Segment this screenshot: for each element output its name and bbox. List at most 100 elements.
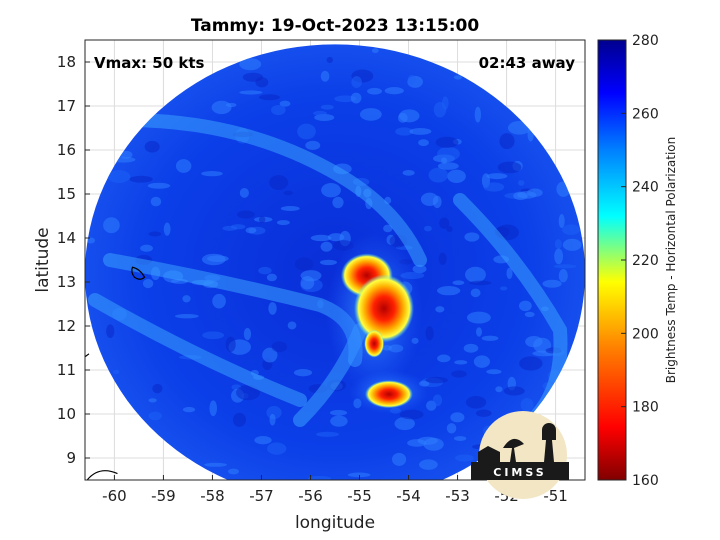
texture-speckle [148,411,162,421]
x-axis-label: longitude [295,513,375,533]
colorbar-tick-label: 240 [632,180,659,196]
logo-water-tower [542,430,556,462]
texture-speckle [476,327,483,337]
texture-speckle [520,398,534,412]
rainband [88,293,307,407]
x-tick-label: -60 [102,487,127,505]
texture-speckle [230,224,246,230]
texture-speckle [334,95,357,103]
texture-speckle [245,227,257,234]
texture-speckle [267,442,287,455]
texture-speckle [503,386,525,396]
texture-speckle [262,347,278,363]
texture-speckle [419,459,438,470]
texture-speckle [437,354,451,363]
texture-speckle [140,244,153,252]
texture-speckle [347,472,371,478]
logo-text: CIMSS [493,466,546,479]
texture-speckle [316,431,339,437]
logo-building [478,446,500,462]
texture-speckle [423,225,432,232]
logo-dish [503,438,524,462]
texture-speckle [438,252,447,265]
x-axis-ticks: -60 -59 -58 -57 -56 -55 -54 -53 -52 -51 [102,475,568,505]
texture-speckle [453,436,467,442]
texture-speckle [152,383,163,394]
y-tick-label: 11 [57,361,76,379]
texture-speckle [212,293,226,309]
texture-speckle [481,335,499,341]
texture-speckle [225,102,237,108]
logo-band [471,462,569,480]
texture-speckle [450,412,465,423]
coast-outline-southwest [86,470,118,480]
texture-speckle [326,56,333,64]
texture-speckle [300,276,315,290]
texture-speckle [383,224,393,233]
x-tick-label: -53 [445,487,470,505]
texture-speckle [367,87,383,95]
texture-speckle [402,169,415,176]
texture-speckle [437,162,459,170]
texture-speckle [470,288,481,298]
texture-speckle [258,94,280,101]
texture-speckle [211,100,232,115]
texture-speckle [394,417,415,431]
texture-speckle [399,409,424,420]
texture-speckle [243,327,252,341]
texture-speckle [474,106,482,123]
texture-speckle [397,112,408,123]
texture-speckle [129,175,153,183]
texture-speckle [332,196,344,209]
texture-speckle [268,302,277,315]
texture-speckle [237,210,255,219]
texture-speckle [320,104,334,110]
texture-speckle [330,415,348,427]
figure-title: Tammy: 19-Oct-2023 13:15:00 [191,16,479,36]
texture-speckle [441,157,448,164]
texture-speckle [409,127,432,135]
texture-speckle [423,437,444,451]
texture-speckle [451,370,467,378]
texture-speckle [524,311,535,318]
y-axis-ticks: 9 10 11 12 13 14 15 16 17 18 [57,53,90,467]
texture-speckle [242,72,264,82]
texture-speckle [350,92,362,104]
texture-speckle [447,169,466,184]
texture-speckle [236,384,260,401]
y-tick-label: 16 [57,141,76,159]
logo-tower-tank [542,423,556,437]
texture-speckle [182,295,191,303]
texture-speckle [452,280,465,286]
texture-speckle [271,341,288,353]
rainband [118,113,427,267]
texture-speckle [542,279,562,288]
colorbar-tick-label: 260 [632,106,659,122]
texture-speckle [148,231,162,237]
texture-speckle [455,454,474,462]
texture-speckle [467,311,491,324]
texture-speckle [329,409,348,416]
texture-speckle [239,58,262,71]
texture-speckle [351,76,362,88]
texture-speckle [446,226,453,233]
coast-outline-west [85,353,90,358]
cold-cloud-rainband-south [364,380,413,409]
texture-speckle [254,435,272,445]
texture-speckle [150,196,162,207]
y-tick-label: 12 [57,317,76,335]
texture-speckle [359,108,382,121]
island-outline [131,266,146,280]
colorbar-tick-label: 180 [632,400,659,416]
colorbar-label: Brightness Temp - Horizontal Polarizatio… [664,137,678,384]
plot-frame [84,39,586,481]
cold-cloud-inner-band [364,329,385,358]
texture-speckle [209,400,218,417]
time-away-label: 02:43 away [479,54,576,72]
texture-speckle [258,216,266,224]
texture-speckle [321,183,341,198]
y-tick-label: 14 [57,229,76,247]
texture-speckle [384,87,404,95]
texture-speckle [320,70,330,82]
texture-speckle [454,360,468,365]
